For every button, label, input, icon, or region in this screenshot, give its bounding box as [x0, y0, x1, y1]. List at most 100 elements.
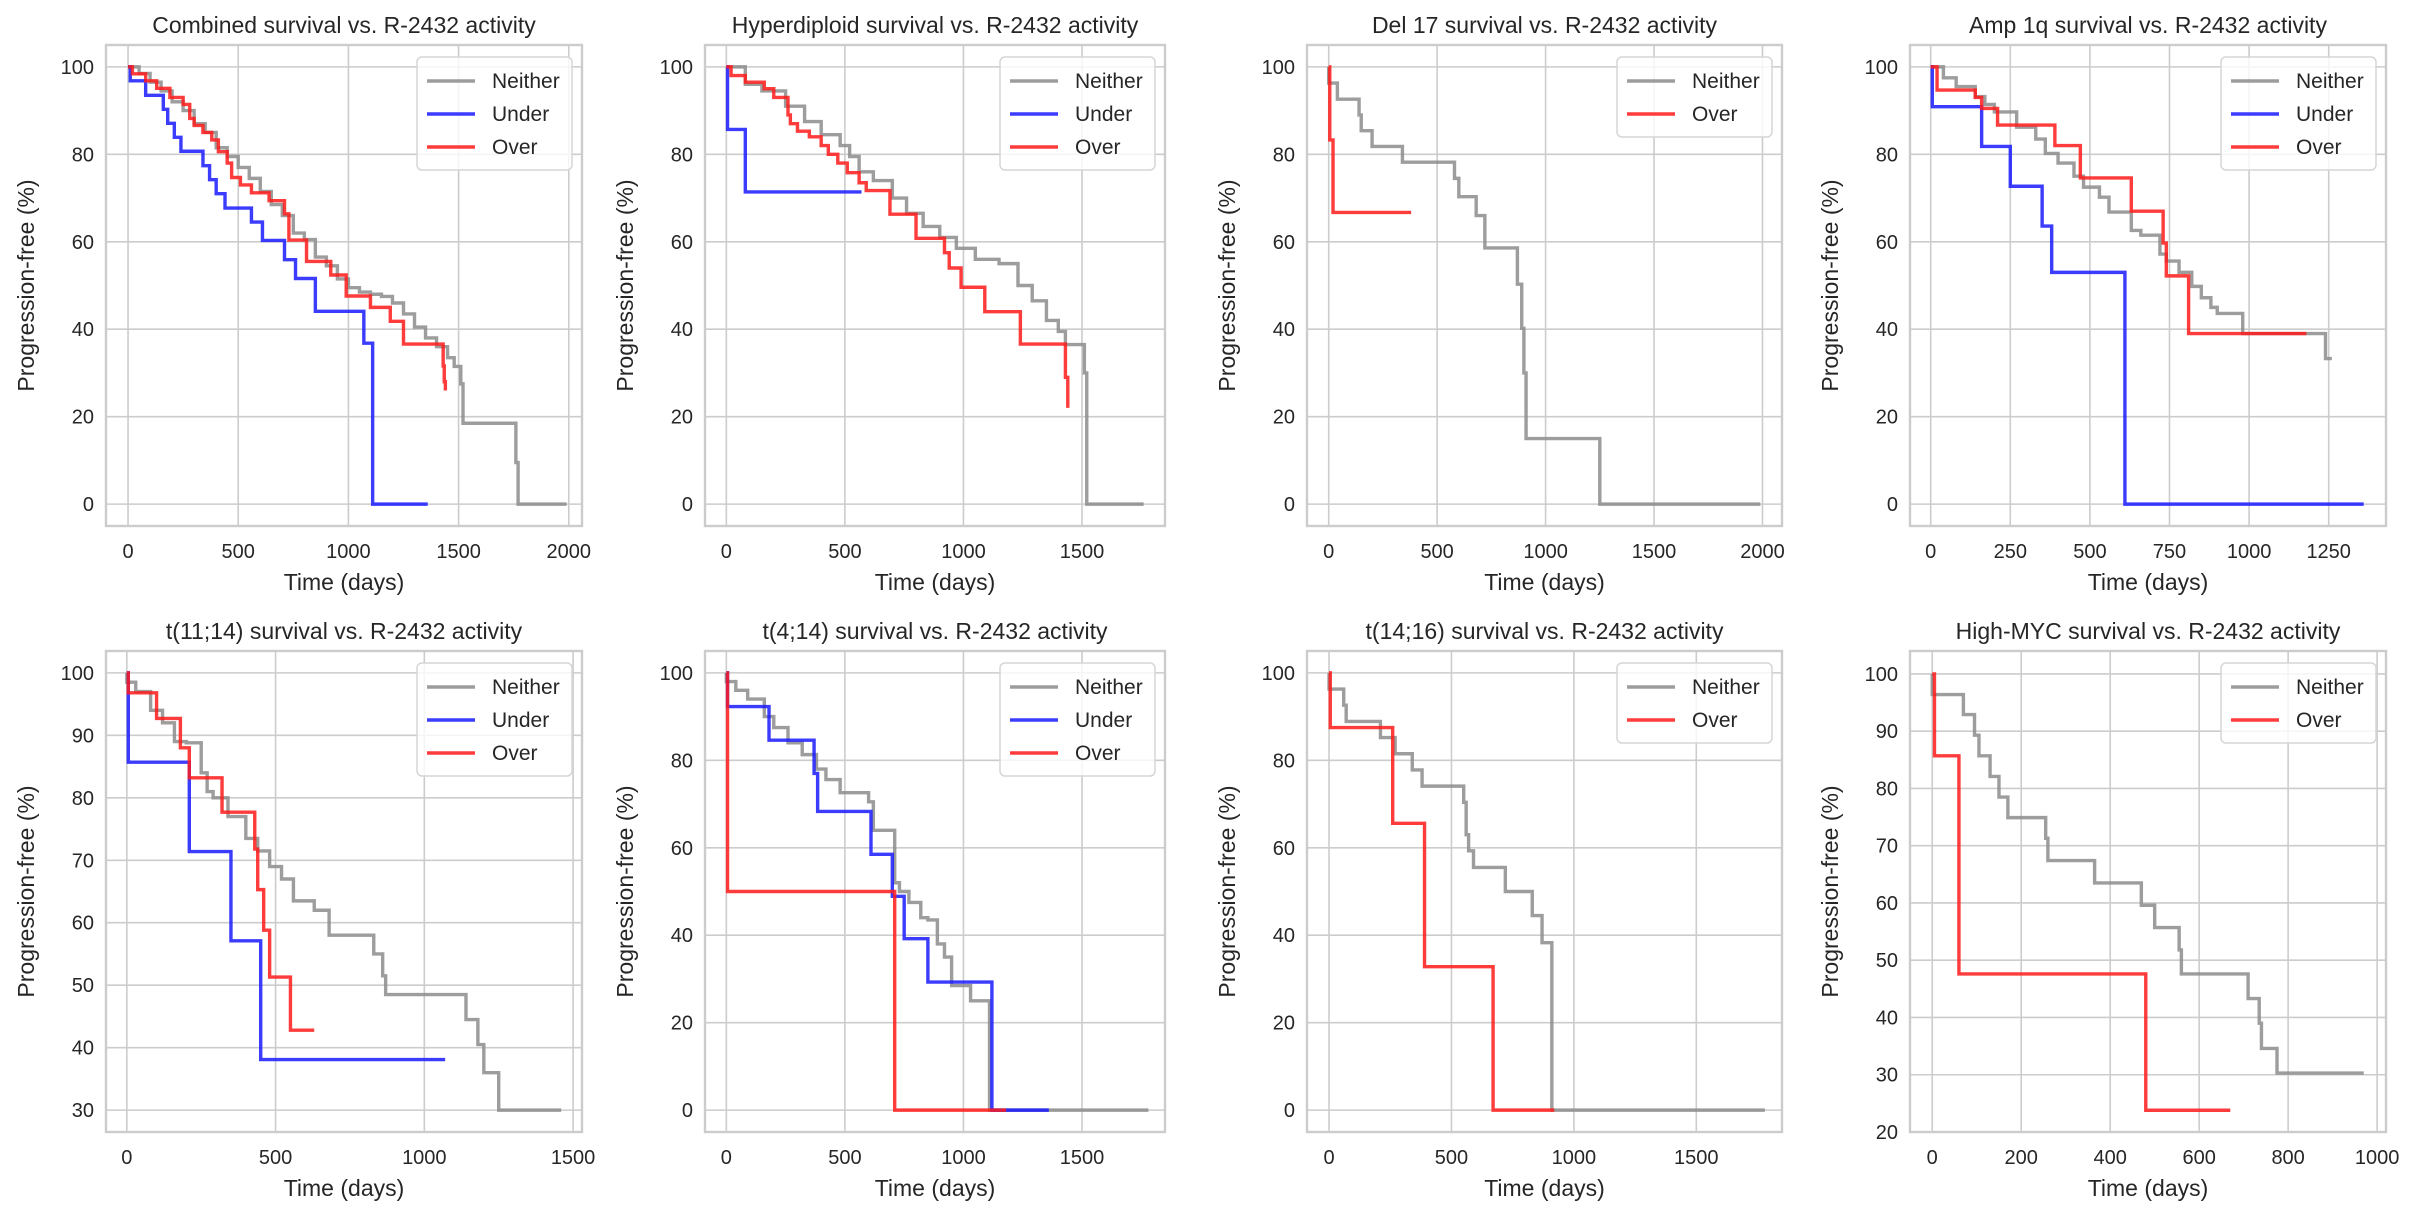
- subplot-5: t(11;14) survival vs. R-2432 activity 0 50…: [13, 618, 595, 1201]
- x-axis-label: Time (days): [284, 1175, 405, 1201]
- y-axis-label: Progression-free (%): [1214, 179, 1240, 391]
- series-line-neither: [726, 65, 1144, 506]
- subplot-title: High-MYC survival vs. R-2432 activity: [1956, 618, 2341, 644]
- y-tick-label: 60: [1273, 232, 1295, 254]
- x-tick-label: 500: [828, 541, 861, 563]
- axes-frame: [1908, 43, 2388, 528]
- y-tick-label: 0: [682, 1100, 693, 1122]
- legend-frame: [999, 56, 1156, 171]
- y-tick-label: 20: [1273, 407, 1295, 429]
- series-line-under: [1930, 65, 2364, 506]
- legend-label: Over: [1075, 136, 1121, 159]
- legend: Neither Under Over: [416, 56, 573, 171]
- x-tick-label: 2000: [1740, 541, 1785, 563]
- subplot-1: Combined survival vs. R-2432 activity 0 50…: [13, 12, 591, 595]
- y-tick-label: 60: [671, 232, 693, 254]
- series-line-over: [1328, 65, 1412, 215]
- y-tick-label: 0: [83, 494, 94, 516]
- y-tick-label: 20: [1273, 1013, 1295, 1035]
- x-tick-label: 1000: [402, 1147, 447, 1169]
- x-tick-label: 1250: [2306, 541, 2351, 563]
- y-tick-label: 100: [61, 663, 94, 685]
- y-tick-label: 80: [72, 788, 94, 810]
- legend-label: Under: [492, 709, 549, 732]
- series-line-over: [726, 65, 1070, 408]
- y-tick-label: 40: [1876, 319, 1898, 341]
- y-tick-label: 90: [72, 725, 94, 747]
- legend-frame: [416, 56, 573, 171]
- x-tick-label: 500: [259, 1147, 292, 1169]
- x-axis-label: Time (days): [1484, 569, 1605, 595]
- y-tick-label: 60: [1273, 838, 1295, 860]
- y-axis-label: Progression-free (%): [612, 179, 638, 391]
- legend-label: Under: [492, 103, 549, 126]
- y-tick-label: 40: [1876, 1007, 1898, 1029]
- y-tick-label: 60: [671, 838, 693, 860]
- x-tick-label: 1500: [1674, 1147, 1719, 1169]
- series-line-neither: [1326, 66, 1761, 506]
- x-tick-label: 500: [1420, 541, 1453, 563]
- legend: Neither Over: [1616, 56, 1773, 138]
- legend-label: Over: [1692, 709, 1738, 732]
- legend-frame: [999, 662, 1156, 777]
- x-tick-label: 800: [2271, 1147, 2304, 1169]
- x-axis-label: Time (days): [1484, 1175, 1605, 1201]
- axes-frame: [1305, 43, 1784, 528]
- x-axis-label: Time (days): [875, 569, 996, 595]
- y-tick-label: 100: [1262, 663, 1295, 685]
- x-tick-label: 0: [122, 541, 133, 563]
- y-tick-label: 80: [671, 144, 693, 166]
- y-tick-label: 20: [671, 1013, 693, 1035]
- series-line-under: [126, 671, 446, 1062]
- y-tick-label: 80: [1876, 144, 1898, 166]
- legend-label: Over: [2296, 709, 2342, 732]
- x-tick-label: 1500: [1060, 541, 1105, 563]
- y-tick-label: 40: [72, 1038, 94, 1060]
- y-tick-label: 90: [1876, 721, 1898, 743]
- y-tick-label: 40: [671, 925, 693, 947]
- y-tick-label: 20: [72, 407, 94, 429]
- axes-frame: [104, 649, 584, 1134]
- x-tick-label: 1000: [2355, 1147, 2400, 1169]
- x-tick-label: 0: [1925, 541, 1936, 563]
- y-tick-label: 100: [1262, 57, 1295, 79]
- x-tick-label: 600: [2182, 1147, 2215, 1169]
- x-tick-label: 400: [2093, 1147, 2126, 1169]
- y-tick-label: 20: [1876, 407, 1898, 429]
- y-tick-label: 60: [1876, 893, 1898, 915]
- legend-label: Neither: [1692, 676, 1760, 699]
- legend: Neither Under Over: [2220, 56, 2377, 171]
- x-tick-label: 1000: [1552, 1147, 1597, 1169]
- y-tick-label: 100: [1865, 664, 1898, 686]
- y-tick-label: 40: [72, 319, 94, 341]
- x-axis-label: Time (days): [284, 569, 405, 595]
- y-tick-label: 50: [72, 975, 94, 997]
- y-tick-label: 0: [1284, 494, 1295, 516]
- series-line-over: [126, 671, 315, 1032]
- y-tick-label: 0: [682, 494, 693, 516]
- x-axis-label: Time (days): [2088, 1175, 2209, 1201]
- y-tick-label: 30: [72, 1100, 94, 1122]
- y-tick-label: 80: [1273, 750, 1295, 772]
- y-tick-label: 40: [1273, 319, 1295, 341]
- x-tick-label: 0: [121, 1147, 132, 1169]
- axes-frame: [703, 649, 1167, 1134]
- legend-label: Neither: [1075, 70, 1143, 93]
- legend-label: Over: [1075, 742, 1121, 765]
- subplot-4: Amp 1q survival vs. R-2432 activity 0 250 5…: [1817, 12, 2388, 595]
- subplot-title: t(11;14) survival vs. R-2432 activity: [166, 618, 523, 644]
- series-line-over: [1328, 671, 1555, 1112]
- legend-label: Over: [492, 742, 538, 765]
- y-tick-label: 40: [671, 319, 693, 341]
- y-tick-label: 100: [660, 57, 693, 79]
- y-tick-label: 80: [1876, 778, 1898, 800]
- legend-label: Over: [492, 136, 538, 159]
- subplot-title: Del 17 survival vs. R-2432 activity: [1372, 12, 1718, 38]
- y-tick-label: 40: [1273, 925, 1295, 947]
- legend-label: Over: [2296, 136, 2342, 159]
- y-tick-label: 100: [1865, 57, 1898, 79]
- x-tick-label: 1000: [326, 541, 371, 563]
- axes-frame: [703, 43, 1167, 528]
- legend: Neither Under Over: [999, 662, 1156, 777]
- x-tick-label: 750: [2153, 541, 2186, 563]
